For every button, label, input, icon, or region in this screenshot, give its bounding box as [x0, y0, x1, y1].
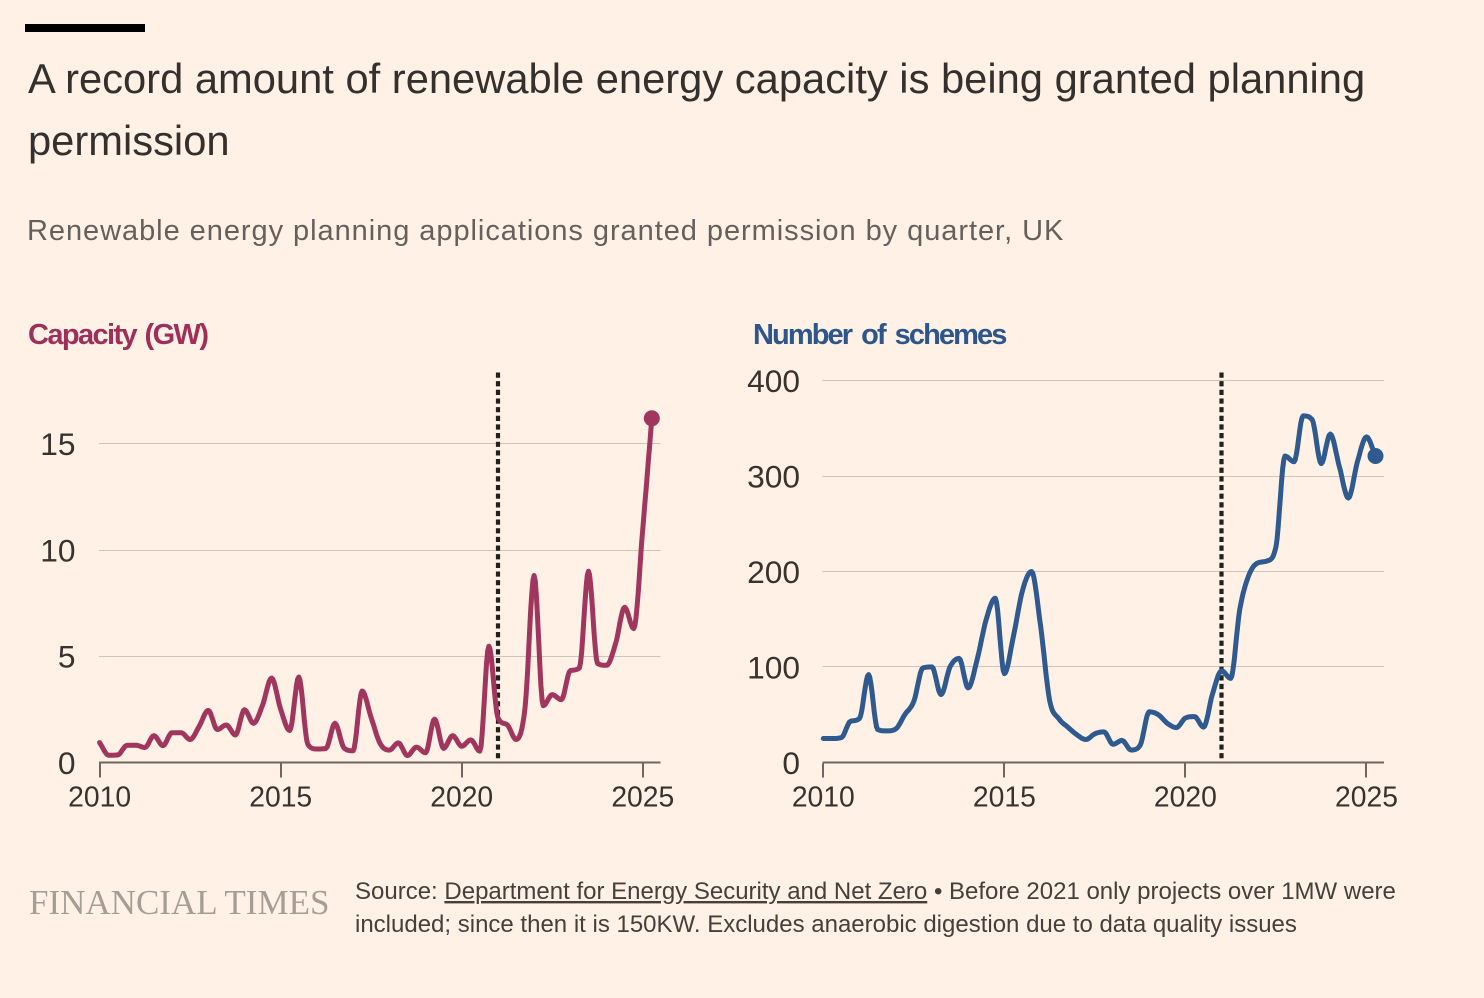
svg-text:300: 300 [747, 458, 800, 494]
svg-text:15: 15 [40, 426, 75, 462]
svg-text:Capacity (GW): Capacity (GW) [28, 319, 208, 351]
svg-text:Renewable energy planning appl: Renewable energy planning applications g… [27, 215, 1064, 247]
svg-text:200: 200 [747, 554, 800, 590]
svg-text:2025: 2025 [611, 781, 674, 813]
svg-text:2025: 2025 [1335, 781, 1398, 813]
svg-text:400: 400 [747, 363, 800, 399]
svg-text:2020: 2020 [1154, 781, 1217, 813]
svg-text:FINANCIAL TIMES: FINANCIAL TIMES [29, 883, 329, 922]
svg-text:5: 5 [58, 639, 76, 675]
svg-text:2010: 2010 [792, 781, 855, 813]
svg-text:2015: 2015 [973, 781, 1036, 813]
svg-text:0: 0 [58, 745, 76, 781]
svg-text:Source: Department for Energy: Source: Department for Energy Security a… [355, 878, 1396, 905]
svg-text:A record amount of renewable e: A record amount of renewable energy capa… [28, 55, 1365, 102]
svg-text:10: 10 [40, 532, 75, 568]
svg-text:2015: 2015 [249, 781, 312, 813]
svg-text:2020: 2020 [430, 781, 493, 813]
svg-text:100: 100 [747, 649, 800, 685]
svg-text:Number of schemes: Number of schemes [753, 319, 1006, 351]
svg-text:included; since then it is 150: included; since then it is 150KW. Exclud… [355, 911, 1297, 938]
svg-text:2010: 2010 [68, 781, 131, 813]
svg-text:permission: permission [28, 117, 230, 164]
svg-text:0: 0 [782, 745, 800, 781]
